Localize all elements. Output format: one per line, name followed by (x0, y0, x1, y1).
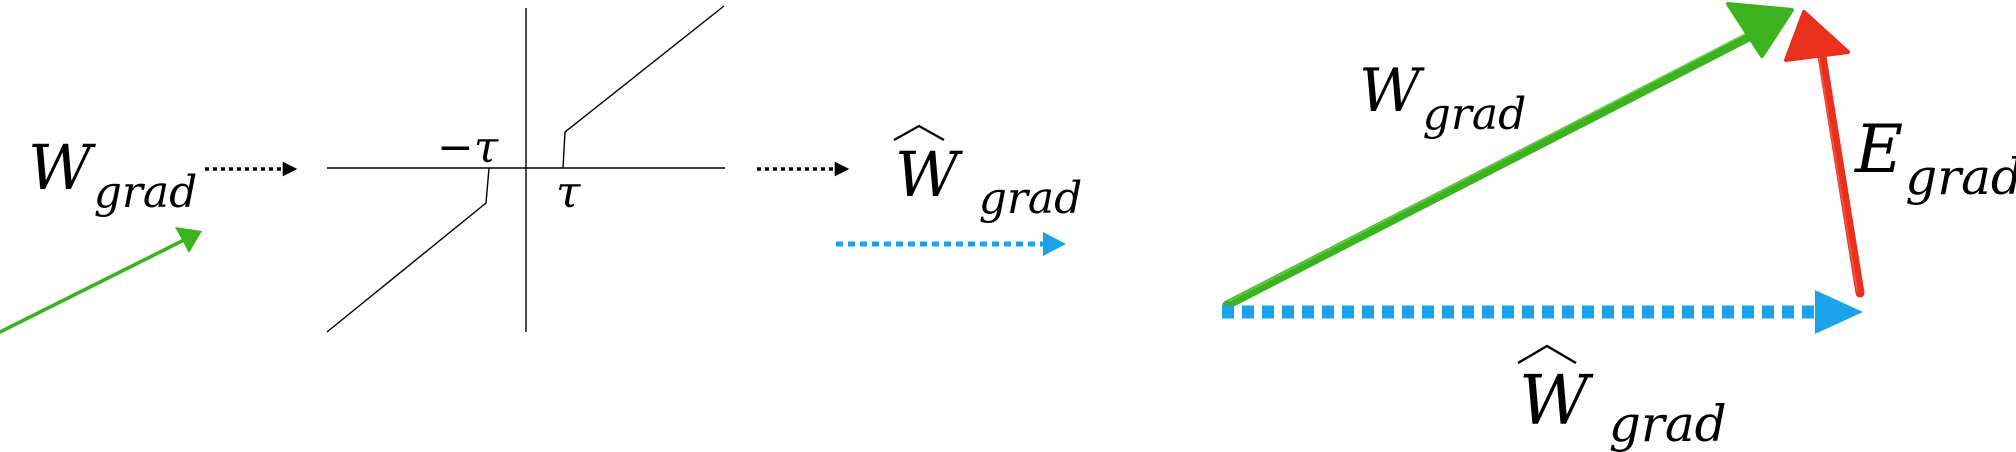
e-grad-label-base: E (1854, 111, 1903, 188)
soft-threshold-graph: −τ τ (326, 5, 725, 333)
e-grad-label: Egrad (1854, 111, 2016, 206)
big-red-arrow (1784, 10, 1865, 298)
output-hat-accent (893, 124, 945, 141)
pos-tau-label: τ (556, 167, 581, 218)
w-hat-label-sub: grad (1609, 395, 1727, 452)
w-grad-label-sub: grad (1423, 89, 1527, 140)
output-label-sub: grad (979, 173, 1083, 224)
e-grad-label-sub: grad (1905, 148, 2016, 206)
output-label-base: W (895, 138, 963, 211)
big-blue-arrow (1222, 290, 1863, 334)
input-label-base: W (28, 131, 96, 204)
small-blue-arrow (836, 232, 1066, 256)
w-hat-label-base: W (1519, 362, 1594, 441)
small-green-arrow (0, 227, 202, 334)
function-lower-branch (326, 167, 490, 333)
input-label-sub: grad (94, 167, 198, 218)
w-grad-label: Wgrad (1359, 56, 1526, 140)
big-green-arrow (1222, 2, 1794, 310)
function-upper-branch (562, 5, 725, 169)
w-grad-label-base: W (1359, 56, 1425, 126)
neg-tau-label: −τ (437, 122, 499, 173)
w-hat-accent (1517, 344, 1577, 365)
input-label: Wgrad (28, 131, 197, 218)
